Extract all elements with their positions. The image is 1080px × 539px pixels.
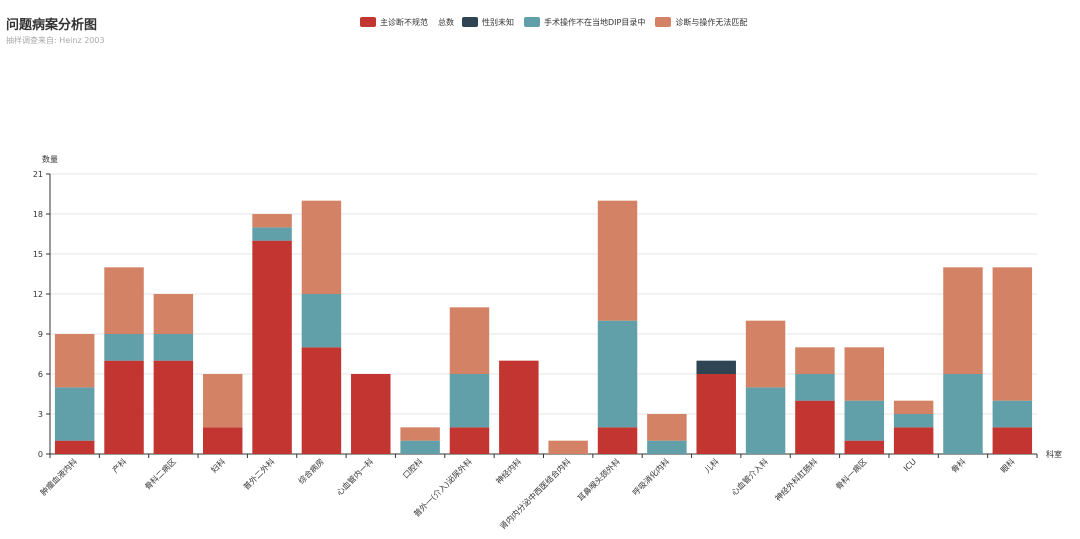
bar-segment: [104, 267, 144, 334]
bar-segment: [301, 200, 342, 294]
x-tick-label: 骨科二病区: [142, 456, 177, 491]
legend-label: 诊断与操作无法匹配: [675, 17, 748, 27]
bar-segment: [202, 374, 243, 428]
y-tick-label: 12: [33, 290, 43, 299]
bar-segment: [992, 267, 1033, 401]
bar-segment: [696, 374, 736, 454]
bar-segment: [499, 360, 539, 454]
bar-segment: [745, 387, 786, 454]
bar-segment: [548, 440, 588, 454]
bar-segment: [449, 427, 490, 454]
y-tick-label: 18: [33, 210, 43, 219]
x-tick-label: 骨科: [949, 456, 967, 474]
bar-segment: [893, 414, 934, 428]
bar-segment: [449, 307, 490, 374]
x-axis-title: 科室: [1046, 449, 1062, 459]
bar-segment: [400, 427, 440, 441]
bar-segment: [597, 200, 638, 321]
bar-segment: [301, 294, 342, 348]
bar-segment: [696, 360, 736, 374]
legend-swatch: [655, 17, 672, 27]
x-tick-label: 口腔科: [400, 456, 424, 480]
legend-swatch: [524, 17, 540, 27]
x-tick-label: 耳鼻喉头颈外科: [575, 456, 622, 503]
x-tick-label: 心血管介入科: [729, 456, 770, 497]
bar-segment: [351, 374, 391, 454]
bar-segment: [54, 334, 95, 388]
legend-swatch: [462, 17, 478, 27]
bar-segment: [844, 347, 885, 401]
bar-segment: [104, 334, 144, 361]
bar-segment: [597, 427, 638, 454]
x-tick-label: 产科: [110, 456, 128, 474]
bar-segment: [252, 227, 292, 241]
x-tick-label: 呼吸消化内科: [630, 456, 671, 497]
legend: 主诊断不规范 总数 性别未知 手术操作不在当地DIP目录中 诊断与操作无法匹配: [360, 14, 757, 30]
legend-label: 总数: [438, 17, 454, 27]
bar-segment: [943, 374, 983, 454]
legend-label: 手术操作不在当地DIP目录中: [544, 17, 646, 27]
legend-item-diagnosis-mismatch[interactable]: 诊断与操作无法匹配: [655, 17, 747, 28]
bar-segment: [893, 400, 934, 414]
bar-segment: [795, 347, 835, 374]
legend-swatch: [360, 17, 376, 27]
y-tick-label: 9: [38, 330, 43, 339]
x-tick-label: 儿科: [702, 456, 720, 474]
x-tick-label: 眼科: [998, 456, 1016, 474]
bar-segment: [104, 360, 144, 454]
y-tick-label: 21: [33, 170, 43, 179]
bar-segment: [844, 400, 885, 441]
bar-segment: [153, 334, 194, 361]
bar-segment: [202, 427, 243, 454]
bar-segment: [795, 400, 835, 454]
x-tick-label: ICU: [902, 457, 918, 473]
y-axis-title: 数量: [42, 154, 58, 164]
bar-segment: [992, 427, 1033, 454]
x-tick-label: 肿瘤血液内科: [38, 456, 79, 497]
y-tick-label: 15: [33, 250, 43, 259]
x-tick-label: 神经内科: [494, 456, 524, 486]
bar-segment: [992, 400, 1033, 428]
x-tick-label: 神经外科肛肠科: [773, 456, 820, 503]
bar-segment: [943, 267, 983, 374]
x-tick-label: 综合病房: [296, 456, 326, 486]
legend-label: 性别未知: [482, 17, 514, 27]
bar-segment: [252, 214, 292, 228]
legend-label: 主诊断不规范: [380, 17, 428, 27]
chart-title: 问题病案分析图: [6, 18, 98, 33]
x-tick-label: 骨科一病区: [833, 456, 868, 491]
legend-item-total[interactable]: 总数: [438, 17, 454, 28]
bar-segment: [449, 374, 490, 428]
chart-subtitle: 抽样调查来自: Heinz 2003: [6, 36, 105, 45]
bar-segment: [54, 387, 95, 441]
bar-segment: [647, 414, 687, 441]
bar-segment: [647, 440, 687, 454]
y-tick-label: 3: [38, 410, 43, 419]
x-tick-label: 普外二外科: [241, 456, 276, 491]
bar-segment: [153, 294, 194, 334]
bar-segment: [844, 440, 885, 454]
x-tick-label: 妇科: [209, 456, 227, 474]
legend-item-gender-unknown[interactable]: 性别未知: [462, 17, 514, 28]
bar-segment: [893, 427, 934, 454]
legend-item-main-diagnosis[interactable]: 主诊断不规范: [360, 17, 428, 28]
bar-segment: [795, 374, 835, 401]
bar-segment: [153, 360, 194, 454]
legend-item-surgery-not-in-dip[interactable]: 手术操作不在当地DIP目录中: [524, 17, 645, 28]
bar-segment: [745, 320, 786, 388]
x-tick-label: 心血管内一科: [334, 456, 375, 497]
bar-segment: [400, 440, 440, 454]
y-tick-label: 0: [38, 450, 43, 459]
y-tick-label: 6: [38, 370, 43, 379]
bar-segment: [597, 320, 638, 428]
bar-segment: [252, 240, 292, 454]
bar-segment: [54, 440, 95, 454]
bar-segment: [301, 347, 342, 454]
